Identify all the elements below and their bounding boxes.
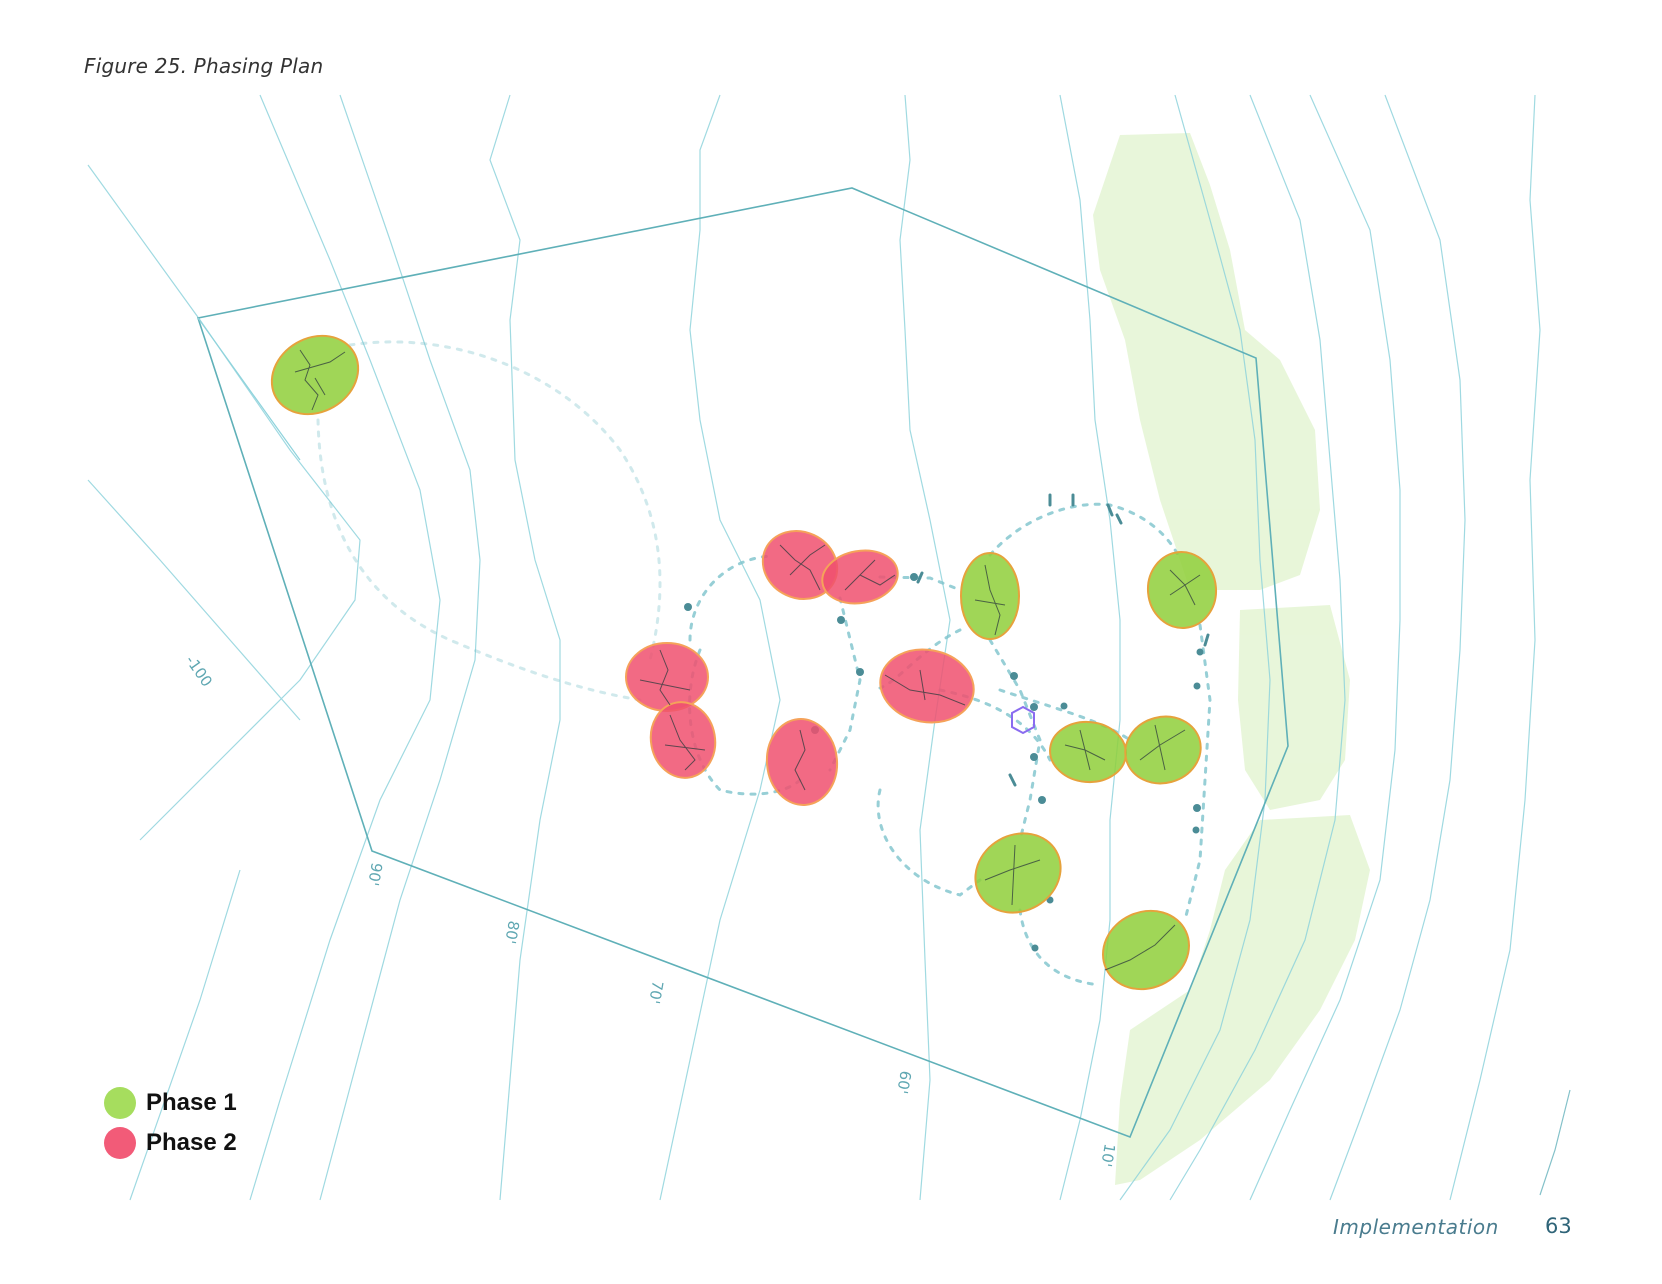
legend-item-phase-2: Phase 2: [104, 1123, 237, 1163]
vegetation-areas: [1093, 133, 1370, 1185]
legend-label: Phase 2: [146, 1129, 237, 1156]
boundary-diagonal: [197, 317, 301, 461]
phase-2-areas: [625, 530, 979, 808]
legend-item-phase-1: Phase 1: [104, 1083, 237, 1123]
phase-2-area[interactable]: [645, 697, 721, 783]
phase-1-area[interactable]: [961, 818, 1075, 928]
legend-label: Phase 1: [146, 1089, 237, 1116]
trail-paths: [316, 340, 1212, 987]
figure-caption: Figure 25. Phasing Plan: [84, 54, 324, 78]
contour-lines: [87, 94, 1571, 1201]
phase-2-area[interactable]: [818, 545, 902, 609]
facility-hexagon-icon: [1011, 705, 1035, 735]
page-number: 63: [1545, 1214, 1572, 1238]
gate-markers: [916, 493, 1210, 787]
site-network-lines: [294, 349, 1201, 971]
contour-label: 60': [893, 1069, 915, 1095]
site-boundary: [196, 187, 1289, 1139]
contour-label: 90': [364, 861, 386, 887]
contour-label: 80': [501, 919, 523, 945]
phase-1-area[interactable]: [1118, 708, 1208, 791]
phase-1-area[interactable]: [960, 552, 1020, 640]
footer-section-title: Implementation: [1333, 1215, 1499, 1239]
phase-2-area[interactable]: [763, 716, 840, 808]
contour-label: 10': [1097, 1142, 1119, 1168]
phase-2-area[interactable]: [874, 642, 979, 729]
phase-1-swatch-icon: [104, 1087, 136, 1119]
phase-1-area[interactable]: [258, 320, 373, 429]
phase-1-areas: [258, 320, 1219, 991]
phase-1-area[interactable]: [1145, 549, 1219, 631]
path-markers: [684, 573, 1204, 952]
legend: Phase 1 Phase 2: [104, 1083, 237, 1163]
contour-label: -100: [182, 652, 216, 690]
phase-2-swatch-icon: [104, 1127, 136, 1159]
contour-labels: -100 90' 80' 70' 60' 10': [182, 652, 1119, 1168]
contour-label: 70': [645, 979, 667, 1005]
